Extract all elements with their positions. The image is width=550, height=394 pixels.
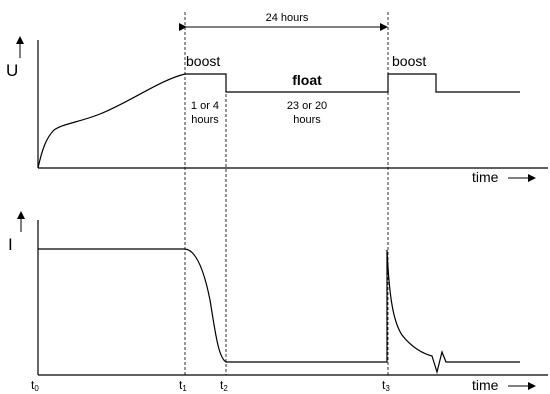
voltage-time-label: time: [472, 169, 499, 185]
time-tick-labels: t0 t1 t2 t3: [31, 378, 390, 393]
current-time-label: time: [472, 377, 499, 393]
period-label: 24 hours: [266, 12, 309, 24]
time-marker-lines: [184, 12, 389, 375]
boost-label-1: boost: [186, 53, 220, 69]
boost-duration-line1: 1 or 4: [191, 100, 219, 112]
t1-label: t1: [179, 378, 187, 393]
t0-label: t0: [31, 378, 39, 393]
t2-label: t2: [220, 378, 228, 393]
float-label: float: [292, 72, 322, 88]
period-indicator: 24 hours: [179, 12, 388, 31]
boost-duration-line2: hours: [191, 114, 219, 126]
float-duration-line1: 23 or 20: [287, 100, 327, 112]
t3-label: t3: [382, 378, 390, 393]
current-graph: I time: [8, 211, 548, 393]
voltage-graph: U boost 1 or 4 hours float 23 or 20 hour…: [6, 36, 548, 185]
float-duration-line2: hours: [293, 114, 321, 126]
voltage-axis-label: U: [6, 61, 18, 80]
current-curve: [38, 248, 520, 375]
voltage-curve: [37, 73, 520, 169]
boost-label-2: boost: [392, 53, 426, 69]
current-axis-label: I: [8, 235, 13, 254]
